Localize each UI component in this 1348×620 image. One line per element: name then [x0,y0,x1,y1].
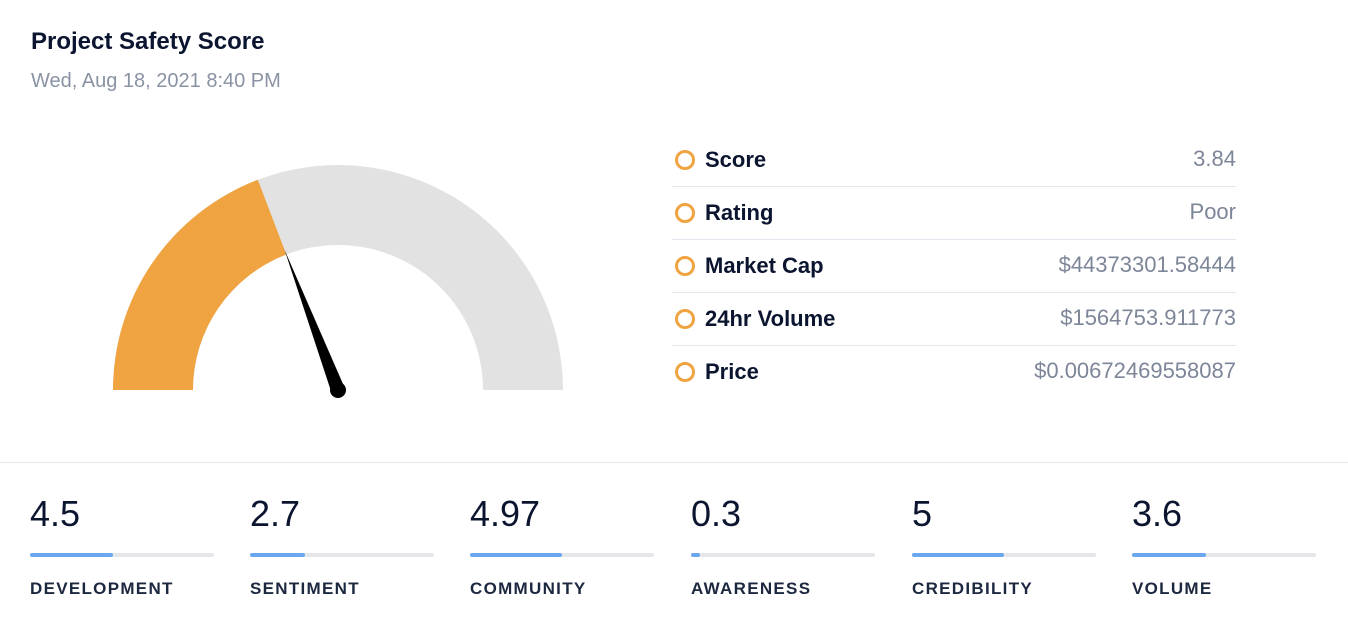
category-name: VOLUME [1132,579,1213,598]
metric-value: $44373301.58444 [1058,252,1236,277]
metric-label: Market Cap [705,253,824,278]
category-progress-fill [250,553,306,557]
circle-icon [675,203,695,223]
category-scores: 4.5 DEVELOPMENT 2.7 SENTIMENT 4.97 COMMU… [30,490,1330,610]
category-progress-fill [691,553,701,557]
category-name: COMMUNITY [470,579,587,598]
category-volume: 3.6 VOLUME [1132,490,1316,599]
page-title: Project Safety Score [31,28,265,55]
circle-icon [675,256,695,276]
category-progress-fill [1132,553,1206,557]
gauge-fill [113,179,287,390]
category-progress-track [912,553,1096,557]
section-divider [0,462,1348,463]
metric-label: Price [705,359,759,384]
metric-row-24hr-volume: 24hr Volume $1564753.911773 [672,293,1236,346]
category-name: SENTIMENT [250,579,360,598]
category-credibility: 5 CREDIBILITY [912,490,1096,599]
metric-label: Rating [705,200,774,225]
category-progress-fill [912,553,1004,557]
metric-row-market-cap: Market Cap $44373301.58444 [672,240,1236,293]
metric-value: $1564753.911773 [1060,305,1236,330]
category-progress-track [30,553,214,557]
metrics-list: Score 3.84 Rating Poor Market Cap $44373… [672,134,1236,398]
category-progress-track [691,553,875,557]
metric-value: 3.84 [1193,146,1236,171]
category-name: AWARENESS [691,579,812,598]
category-development: 4.5 DEVELOPMENT [30,490,214,599]
category-progress-track [1132,553,1316,557]
metric-value: $0.00672469558087 [1034,358,1236,383]
circle-icon [675,309,695,329]
category-progress-track [470,553,654,557]
category-value: 2.7 [250,493,301,534]
category-value: 0.3 [691,493,742,534]
category-sentiment: 2.7 SENTIMENT [250,490,434,599]
safety-gauge [113,165,563,398]
category-value: 4.5 [30,493,81,534]
metric-row-price: Price $0.00672469558087 [672,346,1236,398]
metric-label: 24hr Volume [705,306,836,331]
timestamp: Wed, Aug 18, 2021 8:40 PM [31,70,281,92]
metric-label: Score [705,147,767,172]
category-progress-track [250,553,434,557]
metric-row-score: Score 3.84 [672,134,1236,187]
category-value: 3.6 [1132,493,1183,534]
category-awareness: 0.3 AWARENESS [691,490,875,599]
category-name: CREDIBILITY [912,579,1034,598]
gauge-needle [284,249,346,398]
circle-icon [675,362,695,382]
category-progress-fill [470,553,562,557]
category-value: 4.97 [470,493,541,534]
metric-row-rating: Rating Poor [672,187,1236,240]
circle-icon [675,150,695,170]
category-progress-fill [30,553,113,557]
category-name: DEVELOPMENT [30,579,174,598]
category-community: 4.97 COMMUNITY [470,490,654,599]
metric-value: Poor [1189,199,1236,224]
category-value: 5 [912,493,933,534]
